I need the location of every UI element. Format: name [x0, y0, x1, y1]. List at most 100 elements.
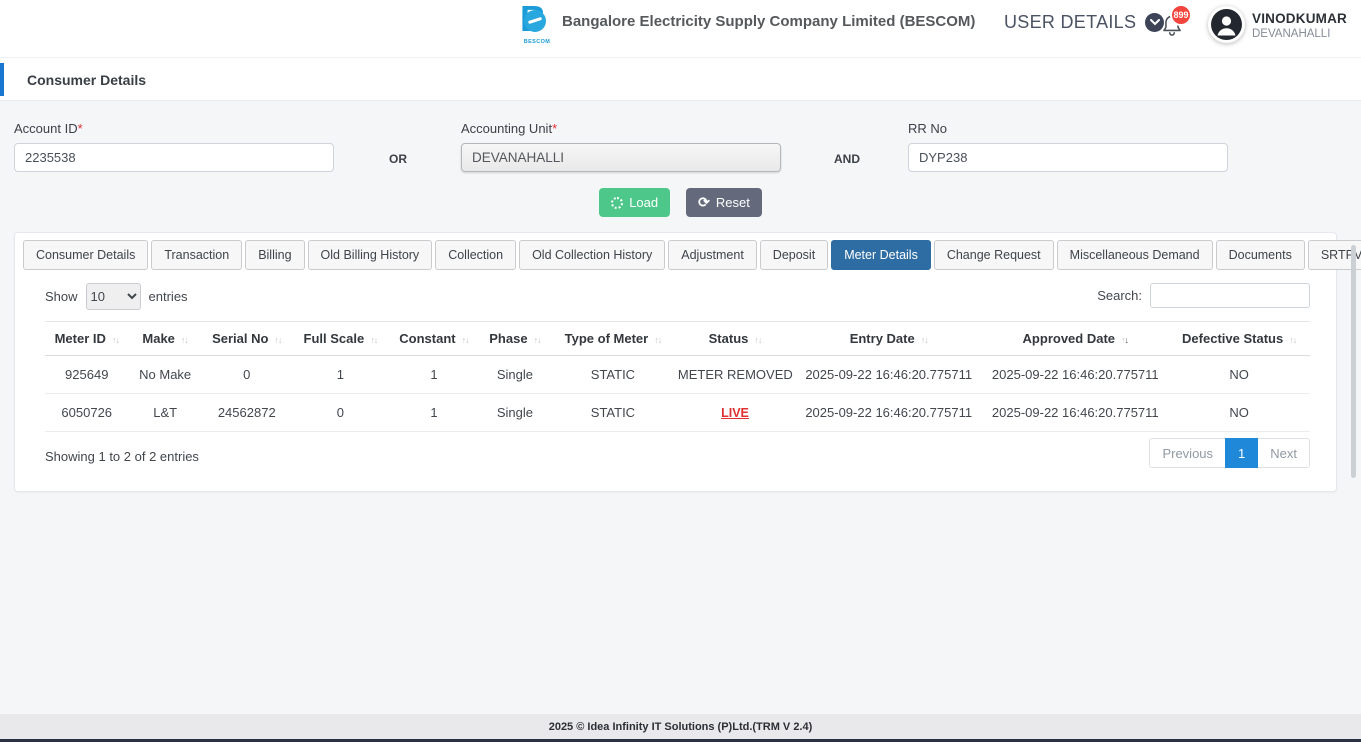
next-page-button[interactable]: Next — [1257, 438, 1310, 468]
cell-approved-date: 2025-09-22 16:46:20.775711 — [982, 393, 1169, 432]
account-id-label: Account ID* — [14, 121, 83, 136]
previous-page-button[interactable]: Previous — [1149, 438, 1227, 468]
and-separator: AND — [834, 152, 860, 166]
cell-status: LIVE — [674, 393, 796, 432]
column-header-full-scale[interactable]: Full Scale — [291, 321, 390, 356]
logo-caption: BESCOM — [523, 39, 551, 45]
sort-icon — [370, 335, 377, 345]
column-header-serial-no[interactable]: Serial No — [201, 321, 292, 356]
breadcrumb: Consumer Details — [0, 58, 1361, 101]
bescom-logo-icon: B — [520, 0, 554, 38]
account-id-field[interactable] — [14, 143, 334, 172]
top-bar: B BESCOM Bangalore Electricity Supply Co… — [0, 0, 1361, 58]
cell-type-of-meter: STATIC — [550, 393, 675, 432]
rr-no-field[interactable] — [908, 143, 1228, 172]
tab-consumer-details[interactable]: Consumer Details — [23, 240, 149, 270]
tab-billing[interactable]: Billing — [245, 240, 305, 270]
search-group: Search: — [1097, 283, 1310, 308]
cell-constant: 1 — [389, 355, 479, 394]
user-avatar[interactable] — [1208, 6, 1245, 43]
cell-approved-date: 2025-09-22 16:46:20.775711 — [982, 355, 1169, 394]
tab-collection[interactable]: Collection — [435, 240, 517, 270]
cell-phase: Single — [478, 355, 551, 394]
column-header-phase[interactable]: Phase — [478, 321, 551, 356]
vertical-scrollbar[interactable] — [1351, 245, 1356, 478]
tab-bar: Consumer Details Transaction Billing Old Bi… — [23, 240, 1361, 270]
notification-count-badge: 899 — [1170, 4, 1192, 26]
sort-icon — [1289, 335, 1296, 345]
tab-miscellaneous-demand[interactable]: Miscellaneous Demand — [1056, 240, 1213, 270]
cell-meter-id: 925649 — [45, 355, 129, 394]
entries-label: entries — [148, 289, 188, 304]
meter-table-body: 925649 No Make 0 1 1 Single STATIC METER REMOVE… — [45, 355, 1310, 432]
sort-icon — [534, 335, 541, 345]
table-search-input[interactable] — [1150, 283, 1310, 308]
accounting-unit-label: Accounting Unit* — [461, 121, 558, 136]
page-size-group: Show 10 entries — [45, 283, 188, 310]
table-controls: Show 10 entries Search: — [45, 283, 1310, 311]
column-header-approved-date[interactable]: Approved Date — [982, 321, 1169, 356]
cell-defective-status: NO — [1168, 355, 1310, 394]
cell-meter-id: 6050726 — [45, 393, 129, 432]
tab-change-request[interactable]: Change Request — [933, 240, 1054, 270]
tab-documents[interactable]: Documents — [1215, 240, 1305, 270]
footer: 2025 © Idea Infinity IT Solutions (P)Ltd… — [0, 714, 1361, 740]
tab-old-collection-history[interactable]: Old Collection History — [519, 240, 666, 270]
cell-entry-date: 2025-09-22 16:46:20.775711 — [795, 355, 983, 394]
pagination: Previous 1 Next — [1149, 438, 1310, 468]
load-button[interactable]: Load — [599, 188, 671, 217]
cell-phase: Single — [478, 393, 551, 432]
cell-defective-status: NO — [1168, 393, 1310, 432]
column-header-make[interactable]: Make — [128, 321, 202, 356]
tab-deposit[interactable]: Deposit — [759, 240, 829, 270]
column-header-type-of-meter[interactable]: Type of Meter — [550, 321, 675, 356]
breadcrumb-accent-bar — [0, 63, 4, 96]
column-header-defective-status[interactable]: Defective Status — [1168, 321, 1310, 356]
sort-icon — [181, 335, 188, 345]
column-header-constant[interactable]: Constant — [389, 321, 479, 356]
sort-icon — [112, 335, 119, 345]
sort-icon — [754, 335, 761, 345]
meter-table-header-row: Meter IDMakeSerial NoFull ScaleConstantP… — [45, 321, 1310, 356]
tab-old-billing-history[interactable]: Old Billing History — [307, 240, 433, 270]
table-row: 925649 No Make 0 1 1 Single STATIC METER REMOVE… — [45, 355, 1310, 394]
tab-adjustment[interactable]: Adjustment — [668, 240, 757, 270]
cell-make: L&T — [128, 393, 202, 432]
user-location: DEVANAHALLI — [1252, 28, 1331, 40]
cell-full-scale: 1 — [291, 355, 390, 394]
meter-table: Meter IDMakeSerial NoFull ScaleConstantP… — [45, 321, 1310, 432]
app-title: Bangalore Electricity Supply Company Lim… — [562, 13, 976, 30]
tab-transaction[interactable]: Transaction — [151, 240, 243, 270]
notification-bell[interactable]: 899 — [1161, 4, 1192, 41]
reset-button[interactable]: Reset — [686, 188, 762, 217]
page-1-button[interactable]: 1 — [1225, 438, 1259, 468]
avatar-person-icon — [1211, 9, 1242, 40]
user-identity: VINODKUMAR DEVANAHALLI — [1252, 11, 1347, 40]
cell-serial-no: 0 — [201, 355, 292, 394]
page-title: Consumer Details — [27, 72, 147, 88]
cell-constant: 1 — [389, 393, 479, 432]
bescom-logo: B BESCOM — [519, 0, 555, 50]
search-label: Search: — [1097, 288, 1142, 303]
consumer-details-card: Consumer Details Transaction Billing Old Bi… — [14, 232, 1361, 492]
accounting-unit-field[interactable] — [461, 143, 781, 172]
status-live-link[interactable]: LIVE — [721, 406, 749, 420]
cell-serial-no: 24562872 — [201, 393, 292, 432]
user-details-dropdown[interactable]: USER DETAILS — [1004, 12, 1165, 33]
cell-full-scale: 0 — [291, 393, 390, 432]
column-header-status[interactable]: Status — [674, 321, 796, 356]
cell-entry-date: 2025-09-22 16:46:20.775711 — [795, 393, 983, 432]
tab-meter-details[interactable]: Meter Details — [831, 240, 931, 270]
show-label: Show — [45, 289, 78, 304]
column-header-entry-date[interactable]: Entry Date — [795, 321, 983, 356]
sort-icon — [654, 335, 661, 345]
footer-copyright: 2025 © Idea Infinity IT Solutions (P)Ltd… — [548, 721, 813, 733]
column-header-meter-id[interactable]: Meter ID — [45, 321, 129, 356]
sort-icon — [462, 335, 469, 345]
or-separator: OR — [389, 152, 407, 166]
table-row: 6050726 L&T 24562872 0 1 Single STATIC LIVE 2025… — [45, 393, 1310, 432]
user-name: VINODKUMAR — [1252, 11, 1347, 26]
rr-no-label: RR No — [908, 121, 948, 136]
page-size-select[interactable]: 10 — [85, 283, 141, 310]
